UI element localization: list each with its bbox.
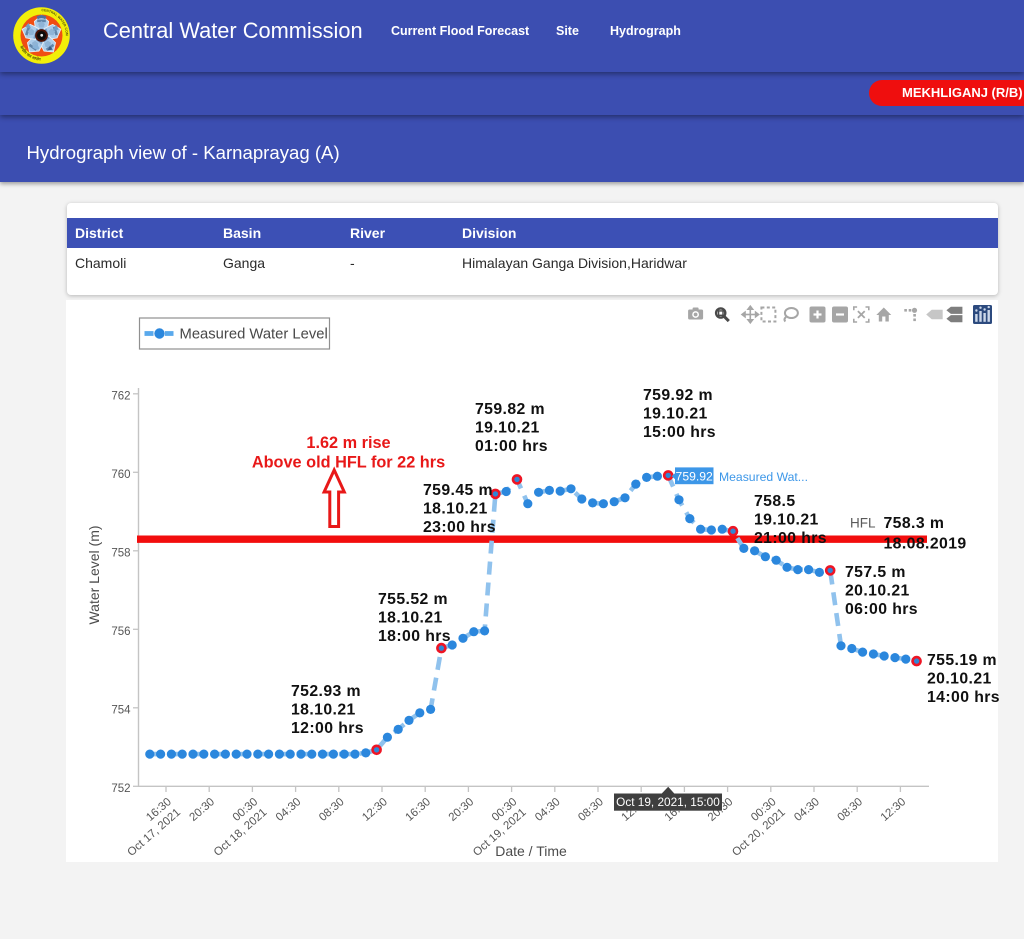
- svg-text:18.10.21: 18.10.21: [378, 610, 443, 627]
- svg-text:12:30: 12:30: [879, 796, 909, 824]
- svg-text:HFL: HFL: [850, 516, 876, 531]
- svg-text:16:30: 16:30: [403, 796, 433, 824]
- svg-text:756: 756: [111, 626, 130, 638]
- svg-text:12:30: 12:30: [360, 796, 390, 824]
- svg-text:758.3 m: 758.3 m: [884, 515, 945, 532]
- svg-text:08:30: 08:30: [317, 796, 347, 824]
- svg-text:762: 762: [111, 390, 130, 402]
- svg-text:06:00 hrs: 06:00 hrs: [845, 601, 918, 618]
- svg-text:19.10.21: 19.10.21: [643, 406, 708, 423]
- svg-text:04:30: 04:30: [792, 796, 822, 824]
- svg-text:20:30: 20:30: [187, 796, 217, 824]
- svg-text:15:00 hrs: 15:00 hrs: [643, 424, 716, 441]
- svg-text:18.10.21: 18.10.21: [291, 702, 356, 719]
- svg-text:758: 758: [111, 547, 130, 559]
- svg-text:20.10.21: 20.10.21: [845, 583, 910, 600]
- svg-text:759.92 m: 759.92 m: [643, 387, 713, 404]
- svg-text:752.93 m: 752.93 m: [291, 683, 361, 700]
- svg-text:19.10.21: 19.10.21: [475, 420, 540, 437]
- svg-text:1.62 m rise: 1.62 m rise: [306, 434, 390, 452]
- svg-text:Measured Wat...: Measured Wat...: [719, 470, 808, 484]
- svg-text:19.10.21: 19.10.21: [754, 512, 819, 529]
- svg-text:758.5: 758.5: [754, 493, 796, 510]
- svg-text:Above old HFL for 22 hrs: Above old HFL for 22 hrs: [252, 454, 445, 472]
- svg-text:754: 754: [111, 704, 131, 716]
- svg-text:759.82 m: 759.82 m: [475, 401, 545, 418]
- svg-text:18.08.2019: 18.08.2019: [884, 536, 967, 553]
- svg-text:01:00 hrs: 01:00 hrs: [475, 438, 548, 455]
- svg-text:759.45 m: 759.45 m: [423, 482, 493, 499]
- svg-text:08:30: 08:30: [835, 796, 865, 824]
- svg-text:755.19 m: 755.19 m: [927, 652, 997, 669]
- svg-text:Measured Water Level: Measured Water Level: [180, 327, 328, 343]
- svg-text:Date / Time: Date / Time: [495, 843, 567, 859]
- svg-text:21:00 hrs: 21:00 hrs: [754, 530, 827, 547]
- svg-text:14:00 hrs: 14:00 hrs: [927, 689, 1000, 706]
- svg-text:04:30: 04:30: [533, 796, 563, 824]
- svg-text:760: 760: [111, 469, 130, 481]
- svg-text:759.92: 759.92: [676, 469, 713, 483]
- svg-text:20:30: 20:30: [447, 796, 477, 824]
- svg-text:752: 752: [111, 783, 130, 795]
- svg-text:04:30: 04:30: [274, 796, 304, 824]
- svg-text:12:00 hrs: 12:00 hrs: [291, 720, 364, 737]
- svg-text:18:00 hrs: 18:00 hrs: [378, 628, 451, 645]
- svg-text:Water Level (m): Water Level (m): [86, 525, 102, 624]
- svg-text:Oct 19, 2021, 15:00: Oct 19, 2021, 15:00: [616, 795, 720, 809]
- svg-text:08:30: 08:30: [576, 796, 606, 824]
- svg-text:23:00 hrs: 23:00 hrs: [423, 519, 496, 536]
- svg-text:20.10.21: 20.10.21: [927, 671, 992, 688]
- svg-text:755.52 m: 755.52 m: [378, 591, 448, 608]
- svg-text:757.5 m: 757.5 m: [845, 564, 906, 581]
- svg-text:18.10.21: 18.10.21: [423, 501, 488, 518]
